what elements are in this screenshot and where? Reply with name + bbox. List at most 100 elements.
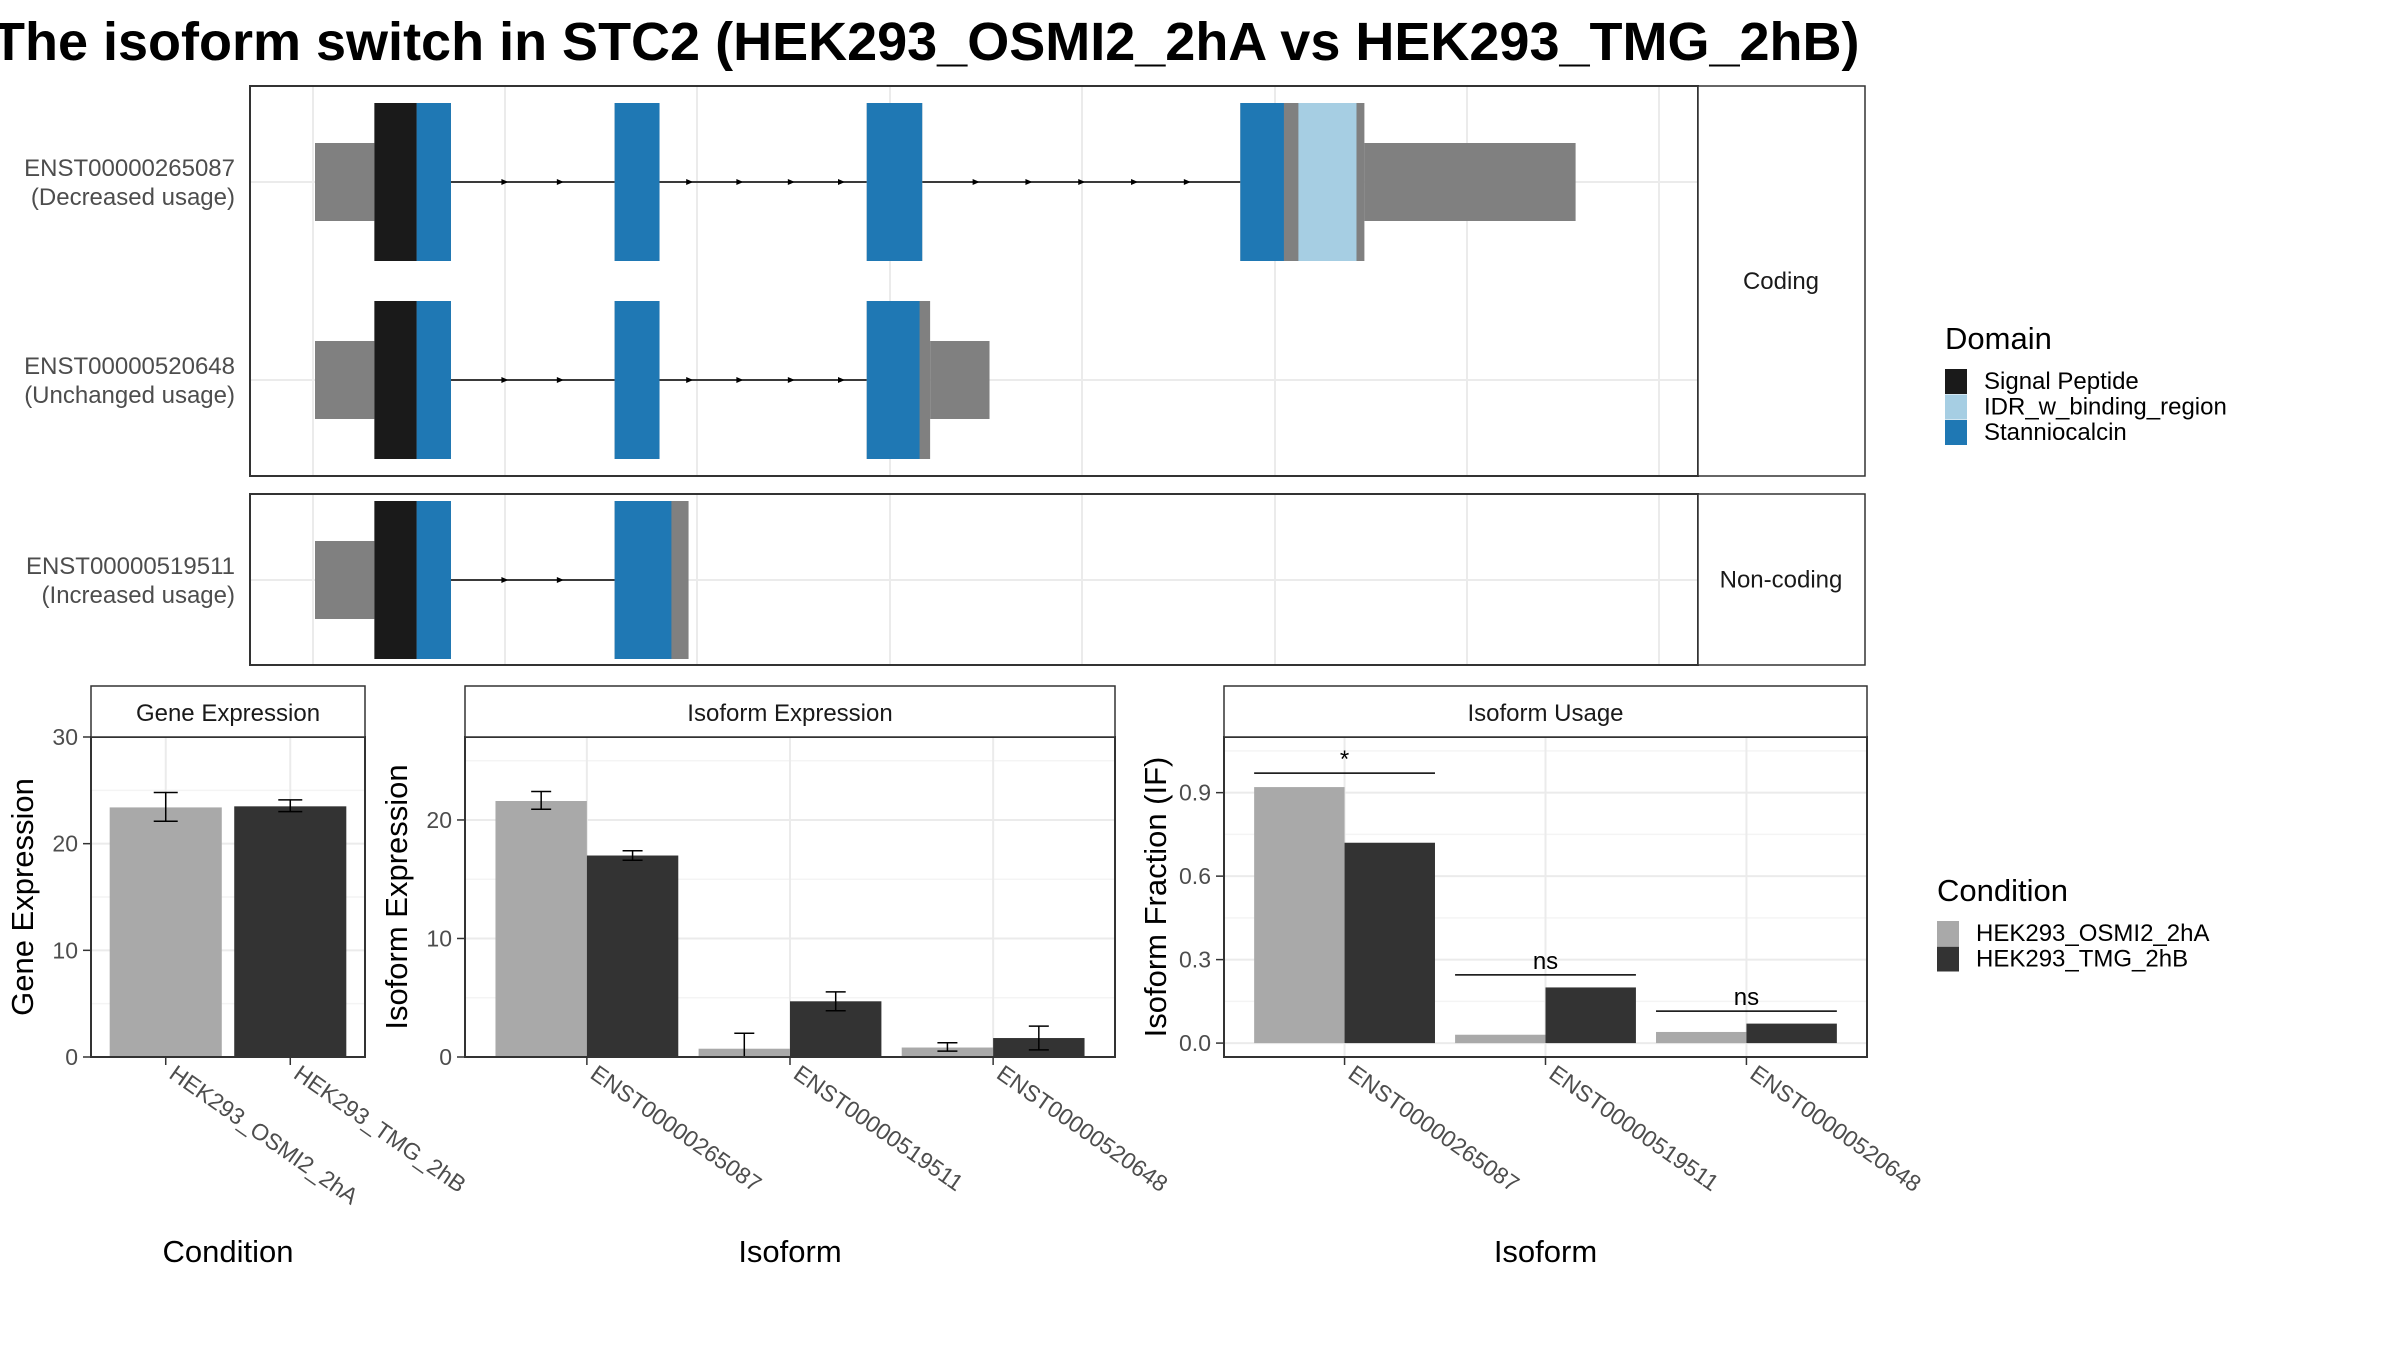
panel-strip-label: Isoform Expression bbox=[687, 700, 892, 727]
x-axis-title: Isoform bbox=[738, 1234, 841, 1269]
y-axis-title: Isoform Expression bbox=[379, 764, 414, 1029]
legend-swatch bbox=[1937, 946, 1959, 972]
panel-strip bbox=[1223, 685, 1868, 738]
significance-label: ns bbox=[1533, 948, 1558, 975]
x-tick-label: ENST00000520648 bbox=[992, 1060, 1172, 1197]
panel-strip bbox=[90, 685, 366, 738]
y-tick-label: 0.0 bbox=[1179, 1030, 1211, 1056]
intron-arrow bbox=[1078, 179, 1086, 185]
legend-label: Stanniocalcin bbox=[1984, 419, 2127, 446]
domain-block bbox=[1298, 103, 1357, 261]
domain-block bbox=[416, 301, 451, 459]
y-tick-label: 30 bbox=[52, 724, 78, 750]
data-bar bbox=[586, 855, 679, 1057]
intron-arrow bbox=[556, 377, 564, 383]
y-tick-label: 10 bbox=[52, 937, 78, 963]
facet-strip-label: Non-coding bbox=[1720, 567, 1843, 594]
x-tick-label: ENST00000265087 bbox=[586, 1060, 766, 1197]
utr-exon bbox=[1364, 143, 1576, 221]
domain-block bbox=[614, 501, 672, 659]
isoform-track: ENST00000520648(Unchanged usage) bbox=[24, 301, 990, 459]
legend-title: Condition bbox=[1937, 873, 2068, 908]
domain-block bbox=[374, 501, 417, 659]
y-tick-label: 0.6 bbox=[1179, 863, 1211, 889]
isoform-id-label: ENST00000519511 bbox=[26, 553, 235, 580]
utr-exon bbox=[315, 341, 375, 419]
x-tick-label: ENST00000519511 bbox=[789, 1060, 968, 1196]
y-tick-label: 10 bbox=[426, 925, 452, 951]
panel-strip bbox=[464, 685, 1116, 738]
intron-arrow bbox=[1025, 179, 1033, 185]
domain-block bbox=[866, 301, 920, 459]
significance-label: ns bbox=[1734, 984, 1759, 1011]
intron-arrow bbox=[838, 179, 845, 185]
utr-exon bbox=[315, 541, 375, 619]
data-bar bbox=[901, 1047, 994, 1057]
legend-swatch bbox=[1937, 921, 1959, 946]
intron-arrow bbox=[1183, 179, 1191, 185]
domain-block bbox=[866, 103, 923, 261]
structure-facet-0: Coding bbox=[249, 85, 1866, 477]
data-bar bbox=[1545, 987, 1636, 1044]
panel-strip-label: Gene Expression bbox=[136, 700, 320, 727]
data-bar bbox=[1746, 1023, 1837, 1044]
x-tick-label: ENST00000519511 bbox=[1545, 1060, 1724, 1196]
domain-block bbox=[1240, 103, 1284, 261]
y-axis-title: Gene Expression bbox=[5, 778, 40, 1016]
isoform-usage-label: (Decreased usage) bbox=[31, 184, 235, 211]
legend-swatch bbox=[1945, 369, 1967, 394]
bar-panel-2: 0.0 0.3 0.6 0.9 * ns ns Isoform Usage ENST000002… bbox=[1138, 685, 1926, 1269]
y-axis-title: Isoform Fraction (IF) bbox=[1138, 757, 1173, 1038]
data-bar bbox=[234, 806, 347, 1057]
isoform-usage-label: (Unchanged usage) bbox=[24, 382, 235, 409]
utr-exon bbox=[315, 143, 375, 221]
domain-block bbox=[374, 103, 417, 261]
legend-label: IDR_w_binding_region bbox=[1984, 394, 2227, 421]
structure-facet-1: Non-coding bbox=[249, 493, 1866, 666]
intron-arrow bbox=[787, 377, 795, 383]
y-tick-label: 0 bbox=[439, 1044, 452, 1070]
legend-label: HEK293_OSMI2_2hA bbox=[1976, 920, 2209, 947]
isoform-track: ENST00000265087(Decreased usage) bbox=[24, 103, 1576, 261]
isoform-id-label: ENST00000520648 bbox=[24, 353, 235, 380]
intron-arrow bbox=[556, 577, 564, 583]
utr-exon bbox=[930, 341, 990, 419]
isoform-structure-panel: Coding Non-coding ENST00000265087(Decrease… bbox=[24, 85, 1866, 666]
intron-arrow bbox=[686, 179, 694, 185]
panel-strip-label: Isoform Usage bbox=[1467, 700, 1623, 727]
intron-arrow bbox=[501, 577, 509, 583]
intron-arrow bbox=[838, 377, 845, 383]
x-tick-label: ENST00000520648 bbox=[1746, 1060, 1926, 1197]
intron-arrow bbox=[736, 377, 744, 383]
legend-swatch bbox=[1945, 394, 1967, 420]
legend-label: Signal Peptide bbox=[1984, 368, 2139, 395]
facet-strip bbox=[1697, 85, 1866, 477]
domain-block bbox=[614, 301, 660, 459]
y-tick-label: 0 bbox=[65, 1044, 78, 1070]
intron-arrow bbox=[972, 179, 980, 185]
isoform-track: ENST00000519511(Increased usage) bbox=[26, 501, 689, 659]
isoform-id-label: ENST00000265087 bbox=[24, 155, 235, 182]
intron-arrow bbox=[556, 179, 564, 185]
data-bar bbox=[1455, 1034, 1546, 1044]
data-bar bbox=[1344, 842, 1435, 1044]
intron-arrow bbox=[501, 377, 509, 383]
y-tick-label: 20 bbox=[426, 807, 452, 833]
domain-block bbox=[416, 103, 451, 261]
intron-arrow bbox=[1131, 179, 1139, 185]
domain-block bbox=[416, 501, 451, 659]
intron-arrow bbox=[787, 179, 795, 185]
legend-swatch bbox=[1945, 420, 1967, 445]
data-bar bbox=[1656, 1031, 1747, 1044]
x-axis-title: Isoform bbox=[1494, 1234, 1597, 1269]
domain-legend: Domain Signal PeptideIDR_w_binding_region… bbox=[1945, 321, 2227, 446]
data-bar bbox=[1254, 787, 1345, 1044]
y-tick-label: 0.9 bbox=[1179, 780, 1211, 806]
data-bar bbox=[109, 807, 222, 1057]
intron-arrow bbox=[501, 179, 509, 185]
y-tick-label: 0.3 bbox=[1179, 947, 1211, 973]
